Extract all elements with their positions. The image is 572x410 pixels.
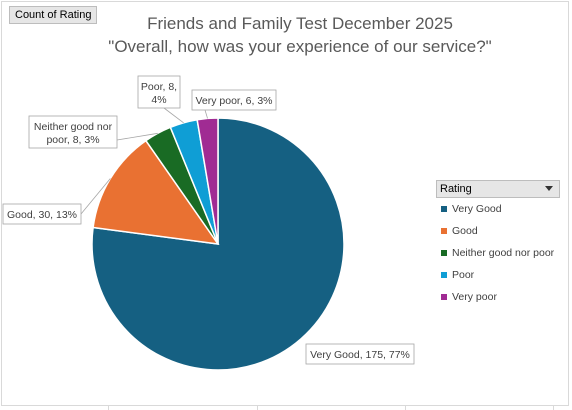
legend-item[interactable]: Neither good nor poor bbox=[436, 242, 560, 264]
value-field-button[interactable]: Count of Rating bbox=[9, 6, 98, 24]
legend-label: Good bbox=[452, 225, 478, 237]
bottom-tick bbox=[257, 405, 258, 410]
data-label-box bbox=[305, 343, 415, 365]
data-label: Good, 30, 13% bbox=[7, 209, 77, 221]
leader-line bbox=[163, 107, 184, 124]
legend-filter-button[interactable]: Rating bbox=[436, 180, 560, 198]
legend-swatch bbox=[441, 272, 447, 278]
dropdown-arrow-icon[interactable] bbox=[545, 186, 553, 191]
data-label: Poor, 8, 4% bbox=[141, 81, 177, 106]
legend-item[interactable]: Poor bbox=[436, 264, 560, 286]
leader-line bbox=[116, 132, 158, 141]
pie-slice-very-good[interactable] bbox=[91, 117, 345, 371]
legend-swatch bbox=[441, 228, 447, 234]
pie-slice-very-poor[interactable] bbox=[196, 117, 219, 245]
legend-swatch bbox=[441, 250, 447, 256]
bottom-tick bbox=[405, 405, 406, 410]
data-label: Very poor, 6, 3% bbox=[195, 95, 272, 107]
legend-swatch bbox=[441, 206, 447, 212]
data-label: Very Good, 175, 77% bbox=[310, 349, 410, 361]
legend-label: Very Good bbox=[452, 203, 502, 215]
legend-label: Neither good nor poor bbox=[452, 247, 555, 259]
data-label: Neither good nor poor, 8, 3% bbox=[34, 121, 113, 146]
legend-items: Very Good Good Neither good nor poor Poor Ve… bbox=[436, 198, 560, 308]
chart-title-block: Friends and Family Test December 2025 "O… bbox=[100, 12, 500, 58]
data-label-box bbox=[28, 115, 118, 149]
leader-line bbox=[204, 109, 208, 119]
bottom-tick bbox=[553, 405, 554, 410]
chart-subtitle: "Overall, how was your experience of our… bbox=[108, 37, 492, 56]
legend-title: Rating bbox=[440, 183, 472, 195]
data-label-box bbox=[191, 89, 277, 111]
legend-item[interactable]: Very Good bbox=[436, 198, 560, 220]
legend-swatch bbox=[441, 294, 447, 300]
bottom-tick bbox=[108, 405, 109, 410]
data-label-box bbox=[2, 203, 82, 225]
data-label-box bbox=[137, 75, 181, 109]
legend: Rating Very Good Good Neither good nor poo… bbox=[436, 180, 560, 308]
legend-label: Very poor bbox=[452, 291, 497, 303]
chart-title: Friends and Family Test December 2025 bbox=[147, 14, 453, 33]
legend-item[interactable]: Good bbox=[436, 220, 560, 242]
legend-label: Poor bbox=[452, 269, 475, 281]
legend-item[interactable]: Very poor bbox=[436, 286, 560, 308]
leader-line bbox=[80, 178, 111, 215]
